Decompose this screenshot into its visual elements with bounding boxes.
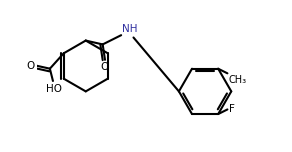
Text: CH₃: CH₃ bbox=[228, 75, 246, 85]
Text: F: F bbox=[229, 104, 235, 114]
Text: O: O bbox=[26, 61, 34, 71]
Text: NH: NH bbox=[122, 24, 138, 34]
Text: HO: HO bbox=[46, 84, 62, 94]
Text: O: O bbox=[101, 62, 109, 72]
